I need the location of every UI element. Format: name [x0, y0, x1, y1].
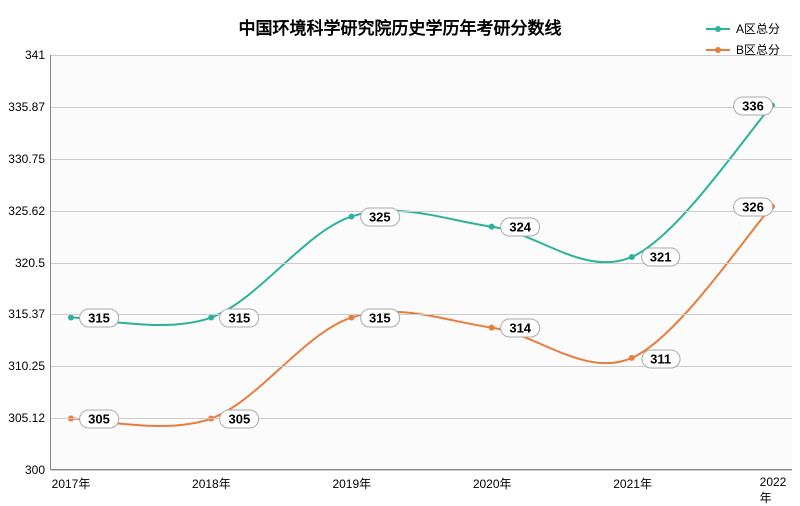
data-label: 326 [733, 197, 773, 216]
x-tick-label: 2017年 [52, 469, 91, 492]
data-point [629, 254, 635, 260]
y-tick-label: 325.62 [8, 204, 51, 218]
grid-line [51, 55, 792, 56]
series-a-line [71, 105, 772, 325]
data-point [68, 315, 74, 321]
grid-line [51, 263, 792, 264]
chart-container: 中国环境科学研究院历史学历年考研分数线 A区总分 B区总分 300305.123… [0, 0, 800, 500]
x-tick-label: 2019年 [332, 469, 371, 492]
data-point [348, 315, 354, 321]
y-tick-label: 315.37 [8, 307, 51, 321]
data-point [348, 214, 354, 220]
series-b-line [71, 206, 772, 426]
data-label: 336 [733, 96, 773, 115]
x-tick-label: 2020年 [473, 469, 512, 492]
plot-area: 300305.12310.25315.37320.5325.62330.7533… [50, 55, 792, 470]
grid-line [51, 107, 792, 108]
data-label: 314 [500, 319, 540, 338]
y-tick-label: 320.5 [15, 256, 51, 270]
data-point [629, 355, 635, 361]
data-point [489, 224, 495, 230]
grid-line [51, 470, 792, 471]
y-tick-label: 335.87 [8, 100, 51, 114]
y-tick-label: 305.12 [8, 411, 51, 425]
grid-line [51, 159, 792, 160]
y-tick-label: 330.75 [8, 152, 51, 166]
x-tick-label: 2018年 [192, 469, 231, 492]
grid-line [51, 366, 792, 367]
data-label: 315 [220, 309, 260, 328]
y-tick-label: 341 [25, 48, 51, 62]
data-point [208, 315, 214, 321]
data-label: 315 [360, 309, 400, 328]
data-label: 321 [641, 248, 681, 267]
grid-line [51, 314, 792, 315]
data-label: 315 [79, 309, 119, 328]
data-label: 305 [79, 410, 119, 429]
grid-line [51, 418, 792, 419]
x-tick-label: 2021年 [613, 469, 652, 492]
data-label: 325 [360, 207, 400, 226]
grid-line [51, 211, 792, 212]
legend-item-a: A区总分 [706, 20, 780, 37]
data-label: 305 [220, 410, 260, 429]
data-point [489, 325, 495, 331]
chart-title: 中国环境科学研究院历史学历年考研分数线 [239, 14, 562, 39]
legend-label-a: A区总分 [736, 20, 780, 37]
x-tick-label: 2022年 [760, 469, 787, 506]
legend-swatch-a [706, 28, 730, 30]
data-label: 311 [641, 349, 680, 368]
y-tick-label: 300 [25, 463, 51, 477]
y-tick-label: 310.25 [8, 359, 51, 373]
legend-swatch-b [706, 49, 730, 51]
data-label: 324 [500, 218, 540, 237]
